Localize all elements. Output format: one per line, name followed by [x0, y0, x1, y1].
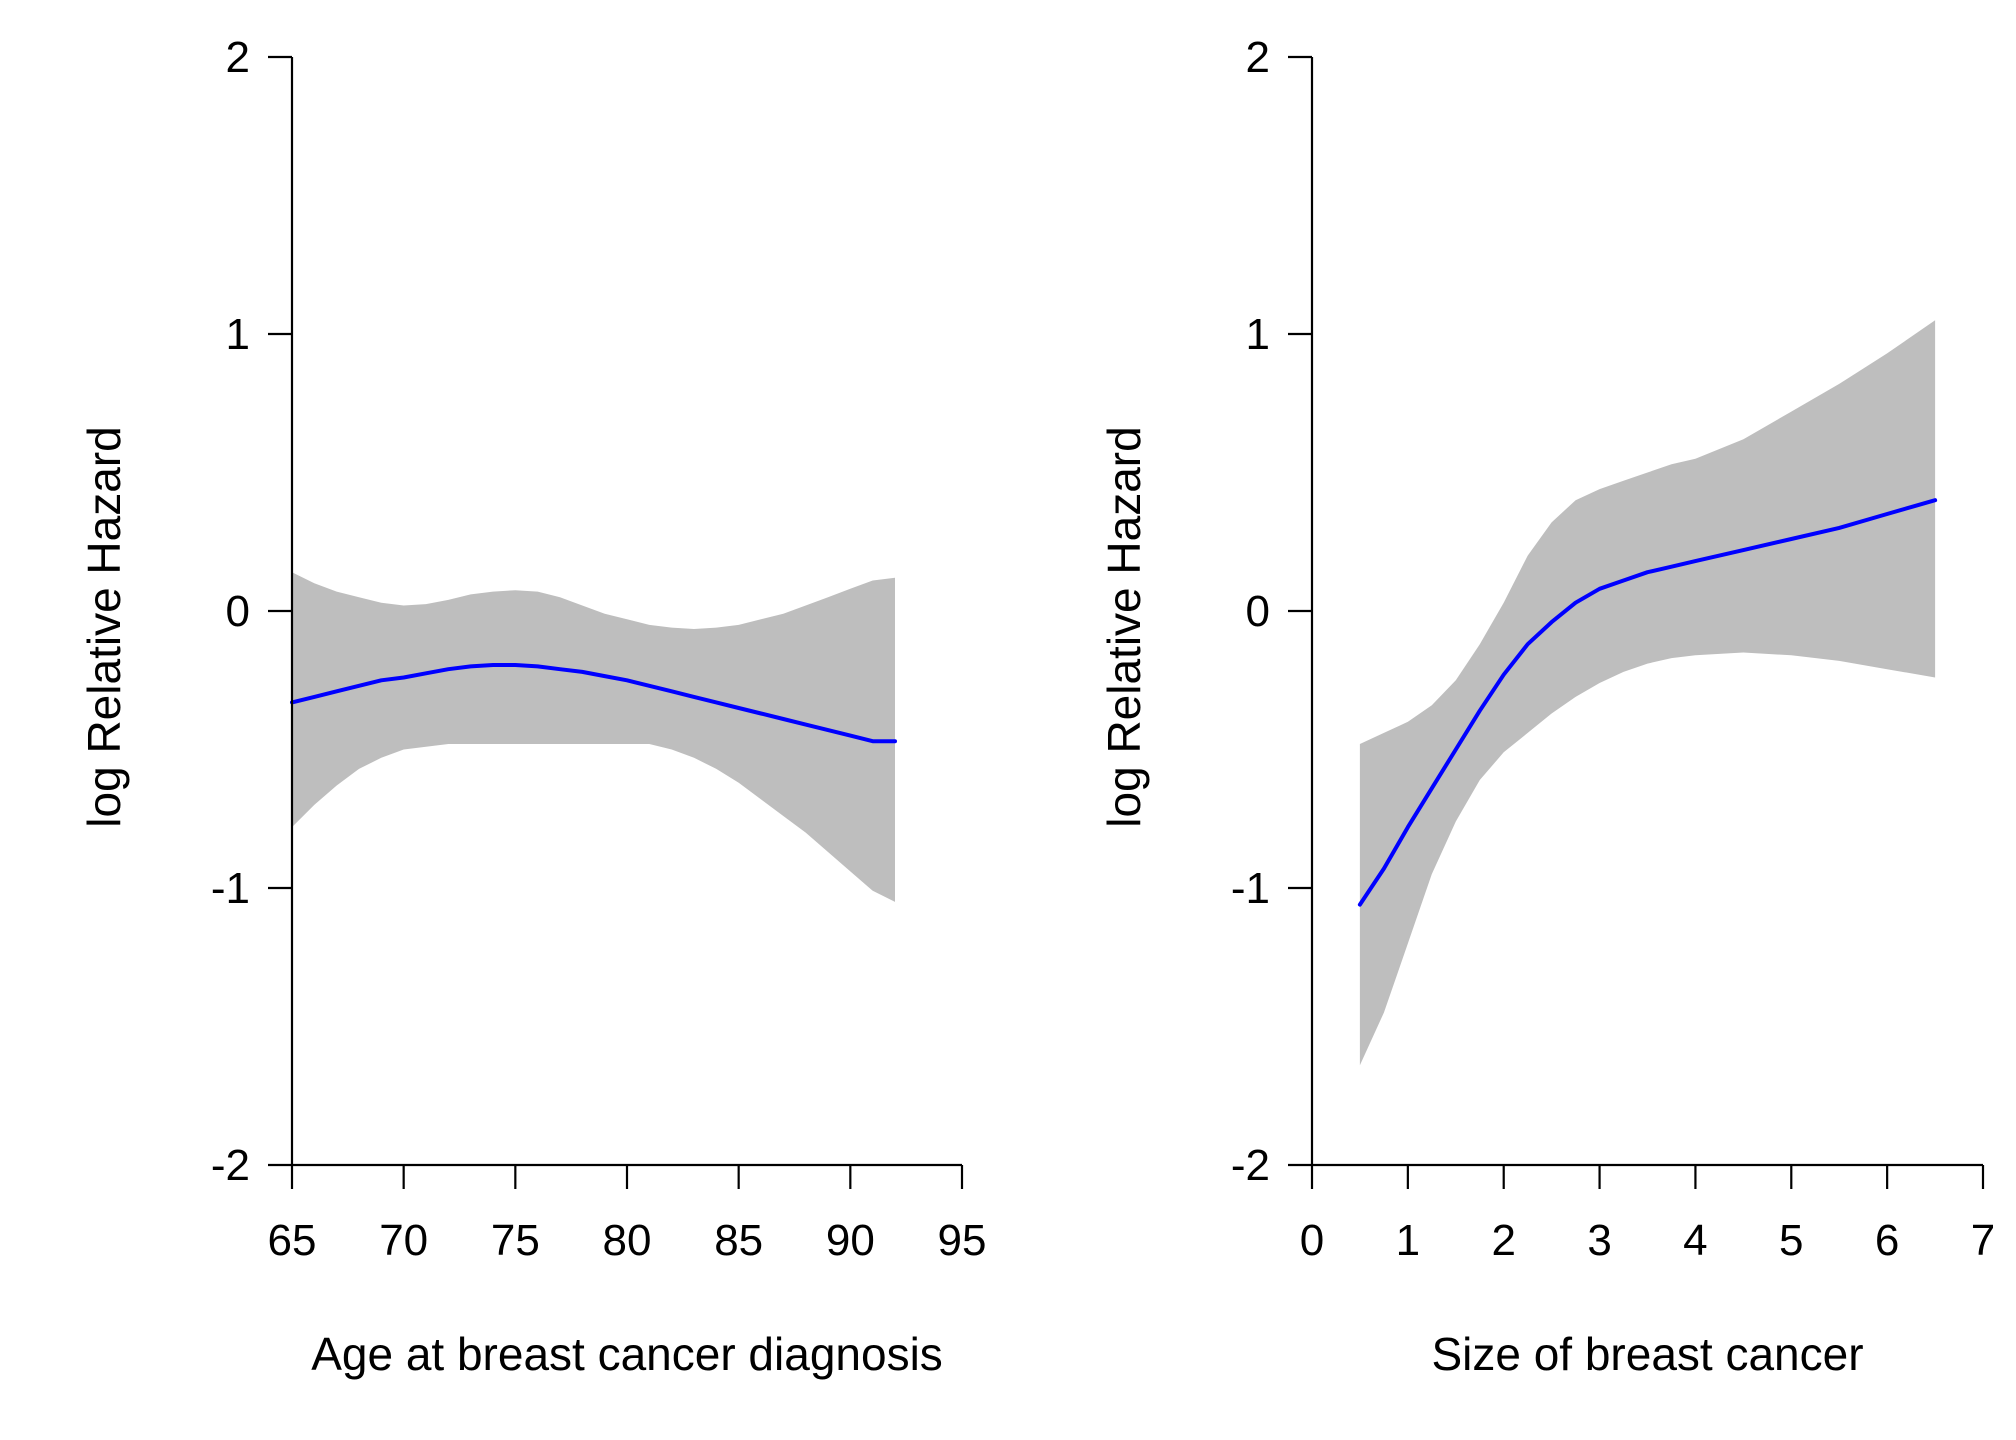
y-tick-label: -1 — [1231, 864, 1270, 913]
x-tick-label: 90 — [826, 1216, 875, 1265]
x-tick-label: 80 — [603, 1216, 652, 1265]
y-tick-label: 0 — [226, 587, 250, 636]
x-axis-label: Age at breast cancer diagnosis — [311, 1328, 943, 1380]
x-tick-label: 1 — [1396, 1216, 1420, 1265]
x-tick-label: 6 — [1875, 1216, 1899, 1265]
x-tick-label: 4 — [1683, 1216, 1707, 1265]
x-axis-label: Size of breast cancer — [1431, 1328, 1863, 1380]
confidence-band — [1359, 320, 1936, 1066]
y-tick-label: 2 — [1246, 33, 1270, 82]
x-tick-label: 0 — [1300, 1216, 1324, 1265]
y-tick-label: 0 — [1246, 587, 1270, 636]
x-tick-label: 70 — [379, 1216, 428, 1265]
y-axis-label: log Relative Hazard — [78, 426, 130, 827]
y-tick-label: -1 — [211, 864, 250, 913]
x-tick-label: 3 — [1587, 1216, 1611, 1265]
estimate-line — [290, 663, 897, 744]
y-tick-label: -2 — [211, 1141, 250, 1190]
y-tick-label: 1 — [226, 310, 250, 359]
y-tick-label: 2 — [226, 33, 250, 82]
x-tick-label: 85 — [714, 1216, 763, 1265]
x-tick-label: 65 — [268, 1216, 317, 1265]
confidence-band — [292, 572, 895, 902]
x-tick-label: 7 — [1971, 1216, 1995, 1265]
x-tick-label: 75 — [491, 1216, 540, 1265]
x-tick-label: 5 — [1779, 1216, 1803, 1265]
panel-age: -2 -1 0 1 2 65 70 75 80 85 90 95 Age at breast cance… — [78, 33, 986, 1380]
x-tick-label: 95 — [938, 1216, 987, 1265]
estimate-line — [1357, 498, 1938, 907]
y-axis-label: log Relative Hazard — [1098, 426, 1150, 827]
panel-size: -2 -1 0 1 2 0 1 2 3 4 5 6 7 Size of breast cancer log … — [1098, 33, 1995, 1380]
y-tick-label: -2 — [1231, 1141, 1270, 1190]
y-tick-label: 1 — [1246, 310, 1270, 359]
x-tick-label: 2 — [1491, 1216, 1515, 1265]
